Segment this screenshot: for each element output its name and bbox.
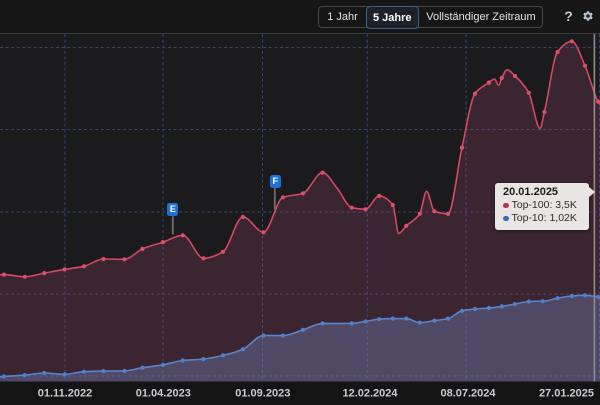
svg-text:01.04.2023: 01.04.2023 <box>136 388 191 400</box>
svg-text:27.01.2025: 27.01.2025 <box>539 388 594 400</box>
svg-text:08.07.2024: 08.07.2024 <box>440 388 496 400</box>
svg-text:01.11.2022: 01.11.2022 <box>38 388 92 400</box>
svg-text:12.02.2024: 12.02.2024 <box>342 388 398 400</box>
svg-text:01.09.2023: 01.09.2023 <box>235 388 290 400</box>
